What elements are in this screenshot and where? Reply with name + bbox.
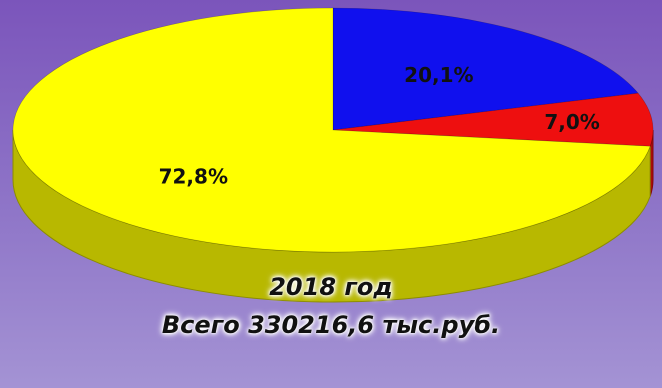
slice-label-0: 20,1% bbox=[404, 63, 473, 87]
chart-subtitle: Всего 330216,6 тыс.руб. bbox=[161, 311, 501, 339]
slice-1 bbox=[332, 92, 654, 147]
pie-top bbox=[12, 7, 654, 253]
chart-title: 2018 год bbox=[269, 273, 393, 301]
slice-label-2: 72,8% bbox=[159, 165, 228, 189]
slice-label-1: 7,0% bbox=[544, 110, 599, 134]
slice-0 bbox=[332, 7, 639, 131]
slice-2 bbox=[12, 7, 651, 253]
slice-labels: 20,1% 7,0% 72,8% bbox=[159, 63, 600, 189]
